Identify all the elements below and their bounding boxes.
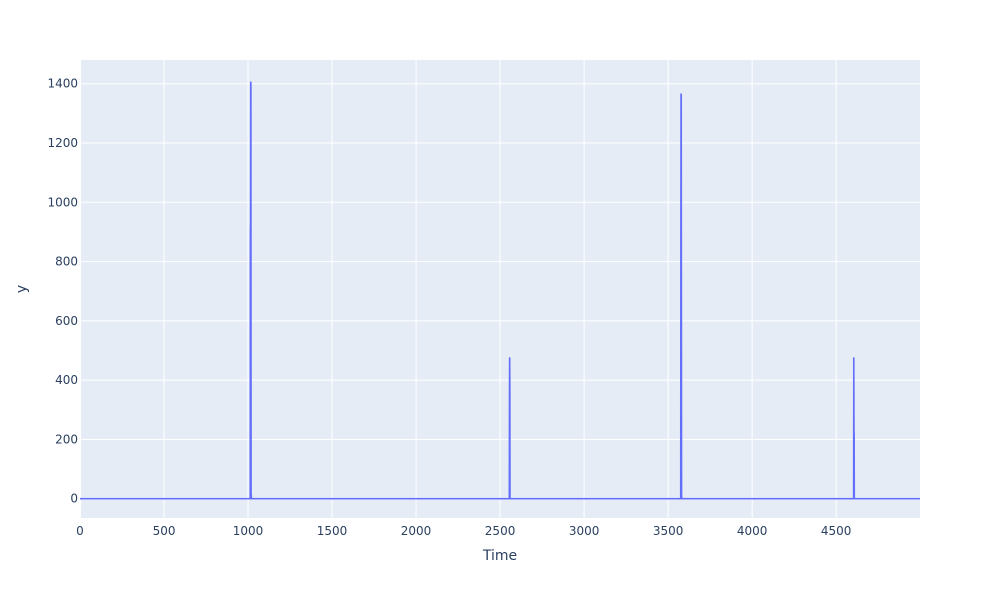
x-tick-label: 500 bbox=[153, 524, 176, 538]
x-tick-label: 4000 bbox=[737, 524, 768, 538]
y-tick-label: 400 bbox=[55, 373, 78, 387]
y-tick-label: 200 bbox=[55, 432, 78, 446]
x-tick-label: 2000 bbox=[401, 524, 432, 538]
x-tick-label: 4500 bbox=[821, 524, 852, 538]
y-tick-label: 1200 bbox=[47, 136, 78, 150]
series-line bbox=[80, 81, 920, 500]
grid-lines bbox=[80, 60, 920, 518]
y-tick-label: 1000 bbox=[47, 195, 78, 209]
series-layer bbox=[80, 81, 920, 500]
y-axis-ticks: 0 200 400 600 800 1000 1200 1400 bbox=[47, 77, 78, 506]
x-tick-label: 0 bbox=[76, 524, 84, 538]
x-axis-ticks: 0 500 1000 1500 2000 2500 3000 3500 4000 4500 bbox=[76, 524, 851, 538]
x-tick-label: 1500 bbox=[317, 524, 348, 538]
x-tick-label: 2500 bbox=[485, 524, 516, 538]
x-tick-label: 3000 bbox=[569, 524, 600, 538]
y-tick-label: 600 bbox=[55, 314, 78, 328]
y-tick-label: 800 bbox=[55, 255, 78, 269]
x-tick-label: 1000 bbox=[233, 524, 264, 538]
y-axis-title: y bbox=[14, 285, 30, 293]
x-tick-label: 3500 bbox=[653, 524, 684, 538]
x-axis-title: Time bbox=[482, 548, 517, 564]
y-tick-label: 1400 bbox=[47, 77, 78, 91]
y-tick-label: 0 bbox=[70, 492, 78, 506]
